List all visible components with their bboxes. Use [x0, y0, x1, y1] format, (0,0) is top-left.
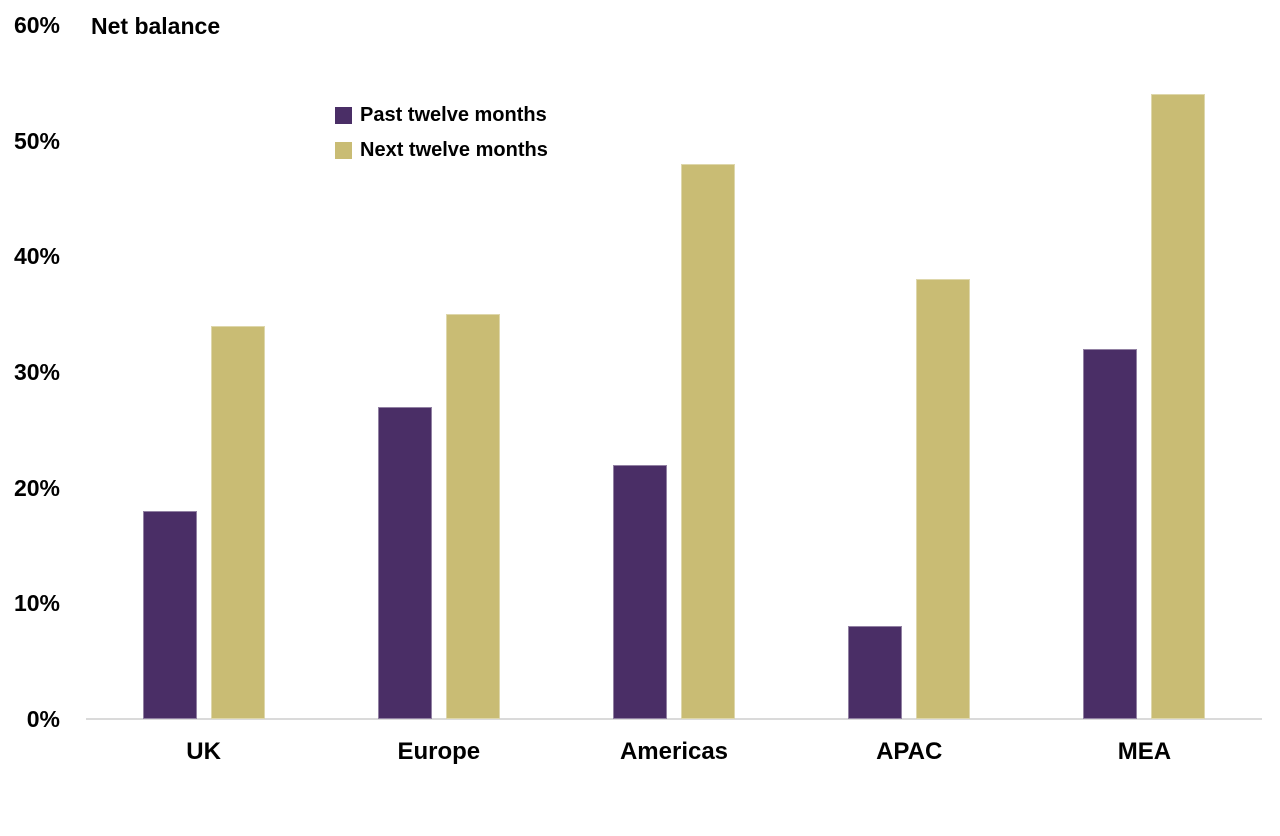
- legend-item-past-twelve-months: Past twelve months: [335, 104, 548, 126]
- x-label-uk: UK: [186, 738, 221, 765]
- y-tick-label-20: 20%: [13, 474, 60, 501]
- chart-legend: Past twelve months Next twelve months: [335, 104, 548, 161]
- bar-mea-next-twelve-months: [1151, 94, 1206, 719]
- bar-europe-next-twelve-months: [445, 314, 500, 719]
- bar-apac-past-twelve-months: [848, 626, 903, 719]
- legend-label: Next twelve months: [360, 139, 548, 161]
- x-label-mea: MEA: [1117, 738, 1172, 765]
- bar-uk-next-twelve-months: [210, 325, 265, 719]
- bar-apac-next-twelve-months: [916, 279, 971, 719]
- legend-item-next-twelve-months: Next twelve months: [335, 139, 548, 161]
- y-tick-label-60: 60%: [13, 12, 60, 38]
- y-tick-label-50: 50%: [13, 127, 60, 154]
- bar-americas-past-twelve-months: [613, 464, 667, 719]
- legend-label: Past twelve months: [360, 104, 547, 126]
- chart-title: Net balance: [91, 13, 221, 39]
- bar-mea-past-twelve-months: [1083, 348, 1138, 719]
- y-tick-label-0: 0%: [26, 706, 60, 732]
- x-label-europe: Europe: [397, 738, 481, 765]
- y-tick-label-10: 10%: [13, 590, 60, 617]
- bar-europe-past-twelve-months: [377, 406, 432, 719]
- bar-americas-next-twelve-months: [681, 163, 735, 719]
- x-label-americas: Americas: [619, 738, 729, 765]
- legend-swatch-icon: [335, 106, 352, 124]
- y-tick-label-40: 40%: [13, 243, 60, 270]
- legend-swatch-icon: [335, 141, 352, 159]
- x-label-apac: APAC: [876, 738, 943, 765]
- y-tick-label-30: 30%: [13, 359, 60, 385]
- x-axis-line: [86, 718, 1262, 720]
- bar-uk-past-twelve-months: [142, 510, 197, 719]
